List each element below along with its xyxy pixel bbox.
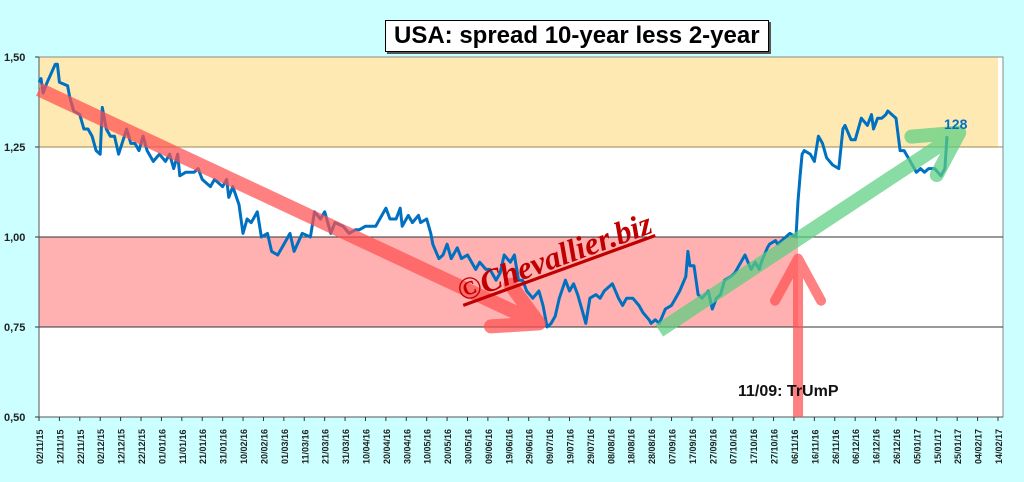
- x-tick-label: 25/01/17: [953, 429, 963, 464]
- x-tick-label: 10/04/16: [361, 429, 371, 464]
- x-tick-label: 10/05/16: [423, 429, 433, 464]
- x-tick-label: 01/01/16: [157, 429, 167, 464]
- x-tick-label: 09/07/16: [545, 429, 555, 464]
- x-tick-label: 31/03/16: [341, 429, 351, 464]
- downtrend: [36, 83, 546, 334]
- downtrend-head: [483, 277, 546, 334]
- x-tick-label: 30/04/16: [402, 429, 412, 464]
- event-arrow-head: [770, 253, 827, 306]
- x-tick-label: 21/01/16: [198, 429, 208, 464]
- x-tick-label: 05/01/17: [912, 429, 922, 464]
- y-tick-label: 0,50: [4, 412, 25, 424]
- uptrend-head: [904, 125, 967, 183]
- downtrend-shaft: [36, 83, 542, 330]
- band-1: [39, 237, 799, 327]
- x-tick-label: 29/07/16: [586, 429, 596, 464]
- x-tick-label: 16/12/16: [872, 429, 882, 464]
- x-tick-label: 12/11/15: [55, 429, 65, 464]
- y-tick-label: 1,00: [4, 232, 25, 244]
- x-tick-label: 02/12/15: [96, 429, 106, 464]
- x-tick-label: 22/12/15: [137, 429, 147, 464]
- x-tick-label: 19/07/16: [566, 429, 576, 464]
- x-tick-label: 07/09/16: [668, 429, 678, 464]
- y-tick-label: 0,75: [4, 322, 25, 334]
- x-tick-label: 06/11/16: [790, 429, 800, 464]
- x-tick-label: 20/02/16: [259, 429, 269, 464]
- x-tick-label: 11/03/16: [300, 429, 310, 464]
- y-tick-label: 1,25: [4, 142, 25, 154]
- x-tick-label: 27/09/16: [708, 429, 718, 464]
- x-tick-label: 04/02/17: [974, 429, 984, 464]
- event-arrow: [770, 253, 827, 417]
- x-tick-label: 08/08/16: [606, 429, 616, 464]
- x-tick-label: 10/02/16: [239, 429, 249, 464]
- x-tick-label: 29/06/16: [525, 429, 535, 464]
- x-tick-label: 15/01/17: [933, 429, 943, 464]
- x-tick-label: 09/06/16: [484, 429, 494, 464]
- x-tick-label: 17/09/16: [688, 429, 698, 464]
- x-tick-label: 17/10/16: [749, 429, 759, 464]
- x-tick-label: 12/12/15: [117, 429, 127, 464]
- x-tick-label: 21/03/16: [321, 429, 331, 464]
- x-tick-label: 28/08/16: [647, 429, 657, 464]
- x-tick-label: 30/05/16: [463, 429, 473, 464]
- x-tick-label: 11/01/16: [178, 429, 188, 464]
- x-tick-label: 14/02/17: [994, 429, 1004, 464]
- x-tick-label: 27/10/16: [770, 429, 780, 464]
- x-tick-label: 16/11/16: [810, 429, 820, 464]
- event-label: 11/09: TrUmP: [738, 383, 839, 400]
- x-tick-label: 26/12/16: [892, 429, 902, 464]
- chart-title: USA: spread 10-year less 2-year: [385, 20, 769, 52]
- x-tick-label: 20/05/16: [443, 429, 453, 464]
- y-tick-label: 1,50: [4, 52, 25, 64]
- x-tick-label: 31/01/16: [219, 429, 229, 464]
- band-0: [39, 57, 998, 147]
- x-tick-label: 26/11/16: [831, 429, 841, 464]
- x-tick-label: 20/04/16: [382, 429, 392, 464]
- x-tick-label: 19/06/16: [504, 429, 514, 464]
- x-tick-label: 07/10/16: [729, 429, 739, 464]
- x-tick-label: 01/03/16: [280, 429, 290, 464]
- uptrend-shaft: [655, 126, 964, 337]
- x-tick-label: 06/12/16: [851, 429, 861, 464]
- last-value-label: 128: [944, 116, 968, 132]
- x-tick-label: 02/11/15: [35, 429, 45, 464]
- x-tick-label: 18/08/16: [627, 429, 637, 464]
- uptrend: [655, 125, 967, 337]
- x-tick-label: 22/11/15: [76, 429, 86, 464]
